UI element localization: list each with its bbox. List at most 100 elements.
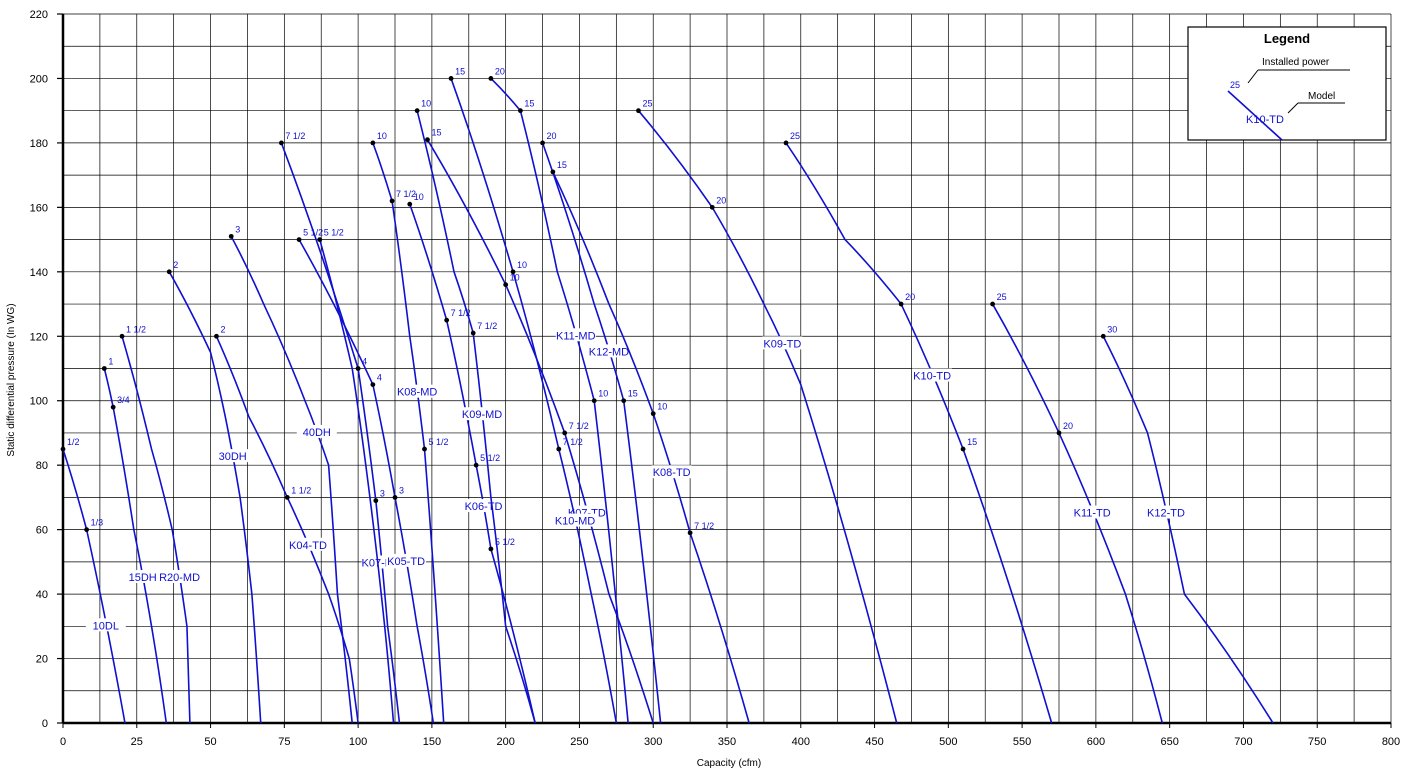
data-point-marker bbox=[389, 198, 395, 204]
legend-model-leader bbox=[1287, 102, 1299, 114]
y-tick-label: 0 bbox=[42, 718, 48, 730]
power-label: 1 1/2 bbox=[126, 324, 146, 334]
data-point-marker bbox=[591, 398, 597, 404]
series-r20-md: 1 1/2 R20-MD bbox=[119, 324, 200, 724]
power-label: 10 bbox=[517, 260, 527, 270]
model-label: K11-MD bbox=[556, 330, 596, 342]
model-label-background bbox=[85, 618, 126, 632]
x-tick-label: 50 bbox=[204, 736, 216, 748]
data-point-marker bbox=[503, 282, 509, 288]
model-label-background bbox=[159, 569, 200, 583]
data-point-marker bbox=[687, 530, 693, 536]
y-tick-label: 200 bbox=[30, 73, 48, 85]
model-label-background bbox=[397, 384, 438, 398]
series-line bbox=[552, 171, 750, 724]
model-label: K10-MD bbox=[555, 516, 595, 528]
x-tick-label: 100 bbox=[349, 736, 367, 748]
power-label: 7 1/2 bbox=[451, 308, 471, 318]
legend: Legend Installed power Model 25 K10-TD bbox=[1187, 26, 1387, 141]
x-tick-label: 75 bbox=[278, 736, 290, 748]
model-label: K04-TD bbox=[289, 540, 327, 552]
power-label: 15 bbox=[967, 437, 977, 447]
y-tick-label: 80 bbox=[36, 460, 48, 472]
data-point-marker bbox=[540, 140, 545, 146]
power-label: 3 bbox=[235, 224, 240, 234]
y-tick-label: 120 bbox=[30, 331, 48, 343]
model-label: 10DL bbox=[93, 620, 119, 632]
power-label: 20 bbox=[1063, 421, 1073, 431]
data-point-marker bbox=[119, 333, 125, 339]
model-label-background bbox=[1072, 505, 1113, 519]
y-tick-label: 60 bbox=[36, 525, 48, 537]
power-label: 20 bbox=[495, 66, 505, 76]
model-label: 30DH bbox=[219, 451, 247, 463]
series-line bbox=[785, 142, 1053, 724]
power-label: 15 bbox=[524, 99, 534, 109]
series-k11-td: 25 20 K11-TD bbox=[990, 292, 1164, 724]
power-label: 20 bbox=[547, 131, 557, 141]
x-tick-label: 0 bbox=[60, 736, 66, 748]
model-label: 15DH bbox=[129, 572, 157, 584]
series-line bbox=[318, 239, 395, 724]
data-point-marker bbox=[228, 233, 234, 239]
power-label: 7 1/2 bbox=[694, 521, 714, 531]
series-line bbox=[168, 271, 262, 724]
power-label: 2 bbox=[220, 324, 225, 334]
power-label: 2 bbox=[173, 260, 178, 270]
power-label: 4 bbox=[362, 357, 367, 367]
model-label: K08-TD bbox=[653, 467, 691, 479]
y-axis-title: Static differential pressure (In WG) bbox=[6, 303, 17, 456]
series-line bbox=[215, 335, 359, 724]
power-label: 1/3 bbox=[91, 518, 104, 528]
model-label-background bbox=[555, 328, 596, 342]
data-point-marker bbox=[60, 446, 66, 452]
power-label: 7 1/2 bbox=[563, 437, 583, 447]
series-k06-td: 10 7 1/2 5 1/2 5 1/2 K06-TD bbox=[407, 192, 536, 724]
y-tick-label: 40 bbox=[36, 589, 48, 601]
y-tick-label: 220 bbox=[30, 9, 48, 21]
series-line bbox=[541, 142, 662, 724]
data-point-marker bbox=[960, 446, 966, 452]
model-label-background bbox=[287, 537, 328, 551]
data-point-marker bbox=[422, 446, 427, 452]
x-tick-label: 700 bbox=[1234, 736, 1252, 748]
model-label: R20-MD bbox=[159, 572, 200, 584]
model-label-background bbox=[212, 449, 253, 463]
data-point-marker bbox=[470, 330, 476, 336]
data-point-marker bbox=[783, 140, 789, 146]
legend-sample-line bbox=[1227, 90, 1283, 141]
x-tick-label: 500 bbox=[939, 736, 957, 748]
y-tick-label: 180 bbox=[30, 138, 48, 150]
model-label-background bbox=[651, 465, 692, 479]
data-point-marker bbox=[898, 301, 904, 307]
x-tick-label: 800 bbox=[1382, 736, 1400, 748]
power-label: 7 1/2 bbox=[285, 131, 305, 141]
data-point-marker bbox=[562, 430, 568, 436]
series-line bbox=[637, 110, 898, 724]
series-line bbox=[62, 448, 126, 724]
y-axis-ticks: 0 20 40 60 80 100 120 140 160 180 200 220 bbox=[30, 9, 63, 730]
series-line bbox=[121, 336, 191, 724]
data-point-marker bbox=[370, 140, 376, 146]
series-5-1-2-line: 5 1/2 bbox=[317, 228, 395, 724]
power-label: 10 bbox=[377, 131, 387, 141]
data-point-marker bbox=[488, 76, 494, 81]
series-line bbox=[230, 235, 354, 724]
x-axis-ticks: 0 25 50 75 100 150 200 250 300 350 400 450 500 550 600… bbox=[60, 723, 1400, 748]
series-line bbox=[991, 303, 1164, 724]
data-point-marker bbox=[473, 462, 479, 468]
power-label: 15 bbox=[455, 66, 465, 76]
data-point-marker bbox=[518, 108, 523, 114]
power-label: 5 1/2 bbox=[429, 437, 449, 447]
legend-title: Legend bbox=[1264, 31, 1310, 46]
model-label: K06-TD bbox=[465, 501, 503, 513]
data-point-marker bbox=[84, 527, 90, 533]
model-label-background bbox=[588, 344, 629, 358]
x-tick-label: 600 bbox=[1087, 736, 1105, 748]
series-k08-td: 15 10 7 1/2 K08-TD bbox=[550, 160, 750, 724]
data-point-marker bbox=[990, 301, 995, 307]
x-tick-label: 550 bbox=[1013, 736, 1031, 748]
data-point-marker bbox=[214, 333, 219, 339]
y-tick-label: 20 bbox=[36, 654, 48, 666]
power-label: 10 bbox=[414, 192, 424, 202]
